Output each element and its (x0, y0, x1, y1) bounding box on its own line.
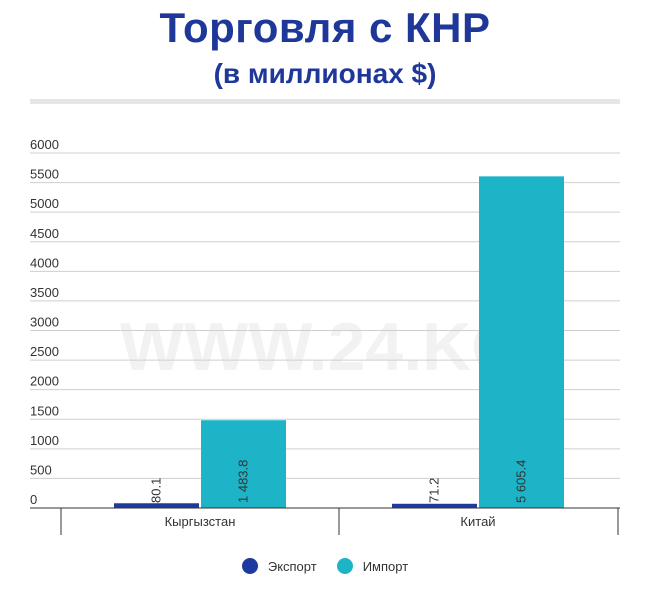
chart-title: Торговля с КНР (159, 4, 491, 51)
bar-export-0[interactable] (114, 503, 199, 508)
y-tick-label: 2500 (30, 344, 59, 359)
watermark: WWW.24.KG (120, 309, 524, 385)
y-tick-label: 0 (30, 492, 37, 507)
legend-item-import[interactable]: Импорт (336, 558, 409, 574)
y-tick-label: 1000 (30, 433, 59, 448)
y-tick-label: 2000 (30, 374, 59, 389)
legend-item-export[interactable]: Экспорт (241, 558, 317, 574)
y-tick-label: 3500 (30, 285, 59, 300)
data-label: 5 605.4 (514, 460, 529, 503)
legend-label-import: Импорт (362, 558, 409, 574)
data-label: 1 483.8 (236, 460, 251, 503)
y-tick-label: 1500 (30, 403, 59, 418)
legend-swatch-import (336, 558, 353, 574)
y-tick-label: 3000 (30, 315, 59, 330)
data-label: 71.2 (427, 478, 442, 503)
x-category-label: Кыргызстан (165, 514, 236, 529)
y-tick-label: 4000 (30, 255, 59, 270)
y-tick-label: 4500 (30, 226, 59, 241)
y-tick-label: 6000 (30, 137, 59, 152)
title-divider (30, 99, 620, 104)
legend: Экспорт Импорт (0, 558, 650, 574)
x-category-label: Китай (460, 514, 495, 529)
legend-swatch-export (241, 558, 258, 574)
data-label: 80.1 (149, 478, 164, 503)
bar-import-1[interactable] (479, 176, 564, 508)
y-tick-label: 5000 (30, 196, 59, 211)
y-tick-label: 5500 (30, 167, 59, 182)
bar-import-0[interactable] (201, 420, 286, 508)
y-tick-label: 500 (30, 462, 52, 477)
bar-export-1[interactable] (392, 503, 477, 508)
legend-label-export: Экспорт (267, 558, 317, 574)
chart-subtitle: (в миллионах $) (213, 58, 437, 89)
